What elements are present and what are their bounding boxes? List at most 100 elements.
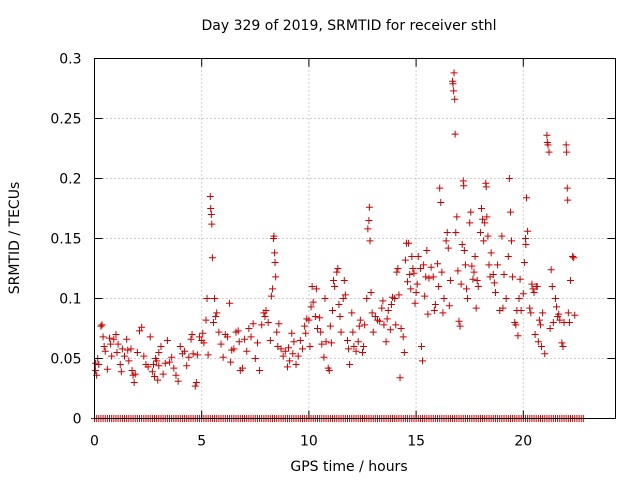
data-point — [422, 273, 430, 281]
data-point — [400, 349, 408, 356]
data-point — [223, 333, 231, 341]
data-point — [275, 320, 283, 328]
data-point — [409, 265, 417, 272]
data-point — [454, 267, 462, 275]
data-point — [414, 253, 422, 260]
data-point — [509, 273, 517, 281]
data-point — [506, 208, 514, 216]
data-point — [312, 285, 320, 293]
data-point — [191, 382, 199, 390]
data-point — [146, 333, 154, 341]
data-point — [393, 268, 401, 276]
data-point — [451, 95, 459, 103]
data-point — [519, 290, 527, 298]
data-point — [360, 343, 368, 350]
data-point — [321, 295, 329, 302]
data-point — [110, 335, 118, 343]
data-point — [563, 184, 571, 192]
y-axis-label: SRMTID / TECUs — [7, 182, 23, 295]
data-point — [230, 345, 238, 353]
data-point — [424, 310, 432, 318]
data-point — [405, 239, 413, 247]
data-point — [440, 295, 448, 302]
data-point — [481, 219, 489, 227]
data-point — [294, 352, 302, 360]
data-point — [136, 327, 144, 335]
data-point — [163, 337, 171, 344]
data-point — [504, 253, 512, 260]
data-point — [460, 247, 468, 254]
data-point — [187, 335, 195, 343]
data-point — [427, 263, 435, 271]
data-point — [431, 301, 439, 308]
data-point — [148, 368, 156, 376]
y-tick-label: 0.2 — [59, 172, 81, 188]
data-point — [170, 364, 178, 372]
data-point — [378, 304, 386, 312]
data-point — [306, 343, 314, 350]
data-point — [125, 357, 133, 365]
data-point — [208, 254, 216, 262]
data-point — [130, 379, 138, 386]
data-point — [386, 326, 394, 334]
y-tick-label: 0.15 — [50, 232, 81, 248]
data-point — [527, 309, 535, 317]
data-point — [181, 347, 189, 355]
data-point — [468, 262, 476, 270]
data-point — [100, 343, 108, 350]
data-point — [288, 329, 296, 337]
data-point — [359, 349, 367, 356]
data-point — [482, 183, 490, 191]
data-point — [446, 277, 454, 284]
data-point — [209, 319, 217, 326]
data-point — [305, 316, 313, 324]
data-point — [211, 295, 219, 302]
y-tick-label: 0.3 — [59, 52, 81, 68]
data-point — [144, 363, 152, 371]
data-point — [118, 345, 126, 353]
data-point — [449, 80, 457, 88]
data-point — [505, 175, 513, 182]
data-point — [369, 328, 377, 336]
data-point — [559, 343, 567, 350]
data-point — [413, 280, 421, 288]
data-point — [107, 340, 115, 348]
data-point — [551, 295, 559, 302]
data-point — [101, 347, 109, 355]
data-point — [458, 241, 466, 248]
data-point — [515, 295, 523, 302]
data-point — [391, 295, 399, 302]
data-point — [534, 338, 542, 346]
data-point — [461, 261, 469, 269]
data-point — [307, 303, 315, 311]
data-point — [383, 315, 391, 323]
data-point — [439, 309, 447, 317]
data-point — [335, 301, 343, 308]
data-point — [206, 193, 214, 200]
data-point — [349, 328, 357, 336]
axis-ticks — [94, 58, 616, 419]
data-point — [472, 304, 480, 312]
data-point — [401, 256, 409, 264]
data-point — [333, 268, 341, 276]
data-point — [471, 253, 479, 260]
data-point — [207, 205, 215, 212]
data-point — [445, 302, 453, 310]
data-point — [286, 357, 294, 365]
grid — [94, 58, 616, 419]
data-point — [421, 292, 429, 300]
data-point — [363, 295, 371, 302]
data-point — [99, 333, 107, 341]
data-point — [253, 339, 261, 347]
data-point — [97, 322, 105, 330]
data-point — [531, 331, 539, 338]
data-point — [127, 345, 135, 353]
data-point — [523, 194, 531, 202]
data-point — [251, 355, 259, 362]
data-point — [124, 346, 132, 354]
data-point — [450, 87, 458, 95]
data-point — [271, 249, 279, 257]
data-point — [483, 213, 491, 221]
data-point — [133, 349, 141, 356]
data-point — [199, 329, 207, 337]
